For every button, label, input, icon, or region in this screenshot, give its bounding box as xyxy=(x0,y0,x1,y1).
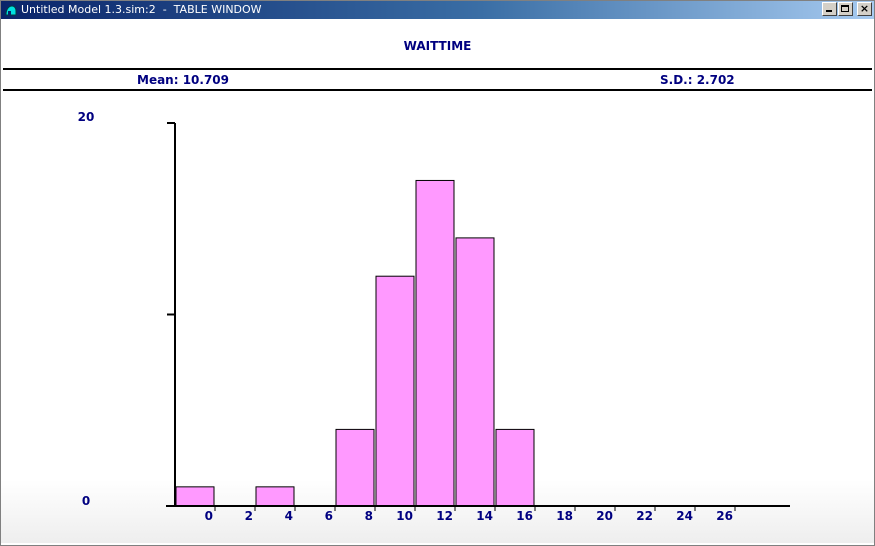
y-tick-label-min: 0 xyxy=(82,494,90,508)
maximize-icon xyxy=(841,5,849,12)
stats-bar: Mean: 10.709 S.D.: 2.702 xyxy=(3,71,872,89)
minimize-button[interactable] xyxy=(822,2,837,16)
x-tick-label-3: 6 xyxy=(325,509,333,523)
x-tick-label-6: 12 xyxy=(436,509,453,523)
x-tick-label-9: 18 xyxy=(556,509,573,523)
histogram-bar-0 xyxy=(175,486,215,507)
window-title: Untitled Model 1.3.sim:2 - TABLE WINDOW xyxy=(21,3,262,16)
histogram-bar-6 xyxy=(495,428,535,507)
app-icon xyxy=(5,5,17,16)
maximize-button[interactable] xyxy=(838,2,853,16)
stats-divider xyxy=(3,89,872,91)
x-tick-label-2: 4 xyxy=(285,509,293,523)
y-tick-label-max: 20 xyxy=(78,110,95,124)
x-tick-label-11: 22 xyxy=(636,509,653,523)
x-tick-label-1: 2 xyxy=(245,509,253,523)
histogram-bar-1 xyxy=(255,486,295,507)
histogram-bar-5 xyxy=(455,237,495,507)
mean-value: Mean: 10.709 xyxy=(137,73,230,87)
histogram-bar-2 xyxy=(335,428,375,507)
x-tick-label-8: 16 xyxy=(516,509,533,523)
header-divider xyxy=(3,68,872,70)
x-tick-label-5: 10 xyxy=(396,509,413,523)
histogram-bar-3 xyxy=(375,275,415,507)
minimize-icon xyxy=(826,10,832,12)
window-controls: × xyxy=(822,2,872,18)
x-tick-label-7: 14 xyxy=(476,509,493,523)
sd-value: S.D.: 2.702 xyxy=(660,73,735,87)
x-tick-label-4: 8 xyxy=(365,509,373,523)
chart-title: WAITTIME xyxy=(403,39,472,53)
histogram-bar-4 xyxy=(415,179,455,507)
close-icon: × xyxy=(859,2,870,15)
x-tick-label-13: 26 xyxy=(716,509,733,523)
chart-header: WAITTIME xyxy=(3,19,872,69)
x-tick-label-12: 24 xyxy=(676,509,693,523)
title-bar[interactable]: Untitled Model 1.3.sim:2 - TABLE WINDOW … xyxy=(1,1,874,19)
x-tick-label-0: 0 xyxy=(205,509,213,523)
x-tick-label-10: 20 xyxy=(596,509,613,523)
close-button[interactable]: × xyxy=(857,2,872,16)
plot-area: 20 0 0 2 4 6 8 10 12 14 16 18 20 22 24 26 xyxy=(1,91,874,543)
